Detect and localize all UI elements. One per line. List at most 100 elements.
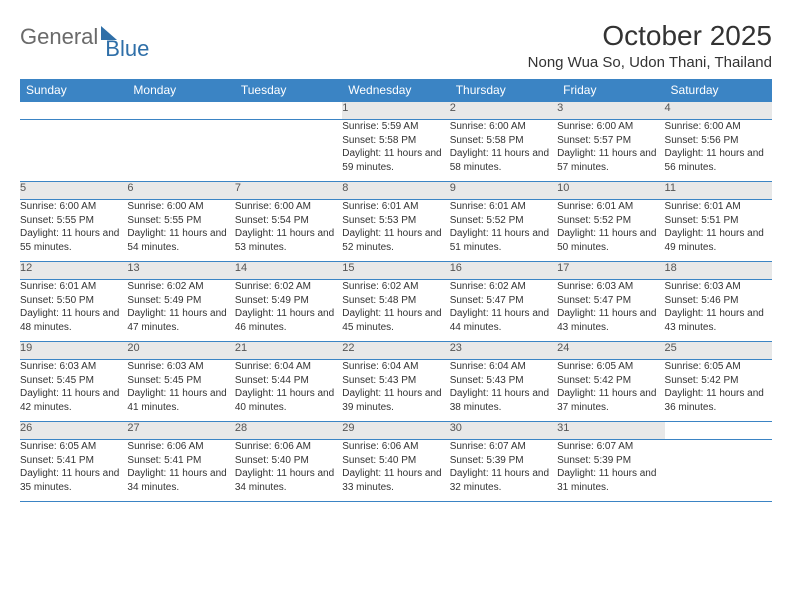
daylight-line: Daylight: 11 hours and 33 minutes. [342,467,449,494]
day-number-cell: 7 [235,182,342,200]
day-detail-cell: Sunrise: 6:01 AMSunset: 5:50 PMDaylight:… [20,280,127,342]
day-detail-cell: Sunrise: 6:06 AMSunset: 5:41 PMDaylight:… [127,440,234,502]
logo-text-general: General [20,24,98,50]
day-detail-row: Sunrise: 6:01 AMSunset: 5:50 PMDaylight:… [20,280,772,342]
sunset-line: Sunset: 5:47 PM [557,294,664,308]
day-number-cell: 8 [342,182,449,200]
day-detail-cell [20,120,127,182]
day-detail-cell: Sunrise: 6:04 AMSunset: 5:44 PMDaylight:… [235,360,342,422]
day-detail-cell [235,120,342,182]
sunset-line: Sunset: 5:51 PM [665,214,772,228]
sunrise-line: Sunrise: 6:02 AM [127,280,234,294]
day-number-row: 12131415161718 [20,262,772,280]
weekday-header-row: SundayMondayTuesdayWednesdayThursdayFrid… [20,79,772,102]
sunrise-line: Sunrise: 6:00 AM [20,200,127,214]
daylight-line: Daylight: 11 hours and 43 minutes. [557,307,664,334]
sunset-line: Sunset: 5:57 PM [557,134,664,148]
day-number-row: 567891011 [20,182,772,200]
daylight-line: Daylight: 11 hours and 34 minutes. [127,467,234,494]
sunrise-line: Sunrise: 6:04 AM [450,360,557,374]
day-number-row: 262728293031 [20,422,772,440]
weekday-header: Saturday [665,79,772,102]
sunset-line: Sunset: 5:47 PM [450,294,557,308]
day-number-cell [665,422,772,440]
day-detail-cell: Sunrise: 6:06 AMSunset: 5:40 PMDaylight:… [235,440,342,502]
day-number-cell: 28 [235,422,342,440]
weekday-header: Thursday [450,79,557,102]
day-number-cell: 26 [20,422,127,440]
weekday-header: Monday [127,79,234,102]
weekday-header: Sunday [20,79,127,102]
day-number-cell: 3 [557,102,664,120]
day-number-cell: 16 [450,262,557,280]
sunrise-line: Sunrise: 6:02 AM [450,280,557,294]
day-detail-cell: Sunrise: 6:01 AMSunset: 5:53 PMDaylight:… [342,200,449,262]
day-detail-cell: Sunrise: 6:03 AMSunset: 5:46 PMDaylight:… [665,280,772,342]
daylight-line: Daylight: 11 hours and 52 minutes. [342,227,449,254]
day-number-cell: 30 [450,422,557,440]
day-number-cell: 18 [665,262,772,280]
sunrise-line: Sunrise: 6:07 AM [557,440,664,454]
sunset-line: Sunset: 5:46 PM [665,294,772,308]
day-number-cell: 1 [342,102,449,120]
day-number-cell: 19 [20,342,127,360]
daylight-line: Daylight: 11 hours and 45 minutes. [342,307,449,334]
day-number-cell: 25 [665,342,772,360]
daylight-line: Daylight: 11 hours and 43 minutes. [665,307,772,334]
sunrise-line: Sunrise: 6:06 AM [127,440,234,454]
day-detail-cell: Sunrise: 6:01 AMSunset: 5:52 PMDaylight:… [557,200,664,262]
daylight-line: Daylight: 11 hours and 46 minutes. [235,307,342,334]
sunset-line: Sunset: 5:43 PM [342,374,449,388]
day-detail-cell: Sunrise: 6:01 AMSunset: 5:51 PMDaylight:… [665,200,772,262]
sunrise-line: Sunrise: 6:01 AM [450,200,557,214]
day-detail-cell: Sunrise: 6:00 AMSunset: 5:56 PMDaylight:… [665,120,772,182]
day-detail-cell: Sunrise: 6:00 AMSunset: 5:54 PMDaylight:… [235,200,342,262]
day-detail-row: Sunrise: 6:05 AMSunset: 5:41 PMDaylight:… [20,440,772,502]
day-detail-cell: Sunrise: 6:05 AMSunset: 5:41 PMDaylight:… [20,440,127,502]
daylight-line: Daylight: 11 hours and 51 minutes. [450,227,557,254]
day-number-cell: 23 [450,342,557,360]
sunset-line: Sunset: 5:52 PM [557,214,664,228]
day-detail-cell [665,440,772,502]
day-detail-cell: Sunrise: 5:59 AMSunset: 5:58 PMDaylight:… [342,120,449,182]
day-detail-cell: Sunrise: 6:00 AMSunset: 5:57 PMDaylight:… [557,120,664,182]
sunrise-line: Sunrise: 6:07 AM [450,440,557,454]
weekday-header: Friday [557,79,664,102]
month-title: October 2025 [528,20,772,52]
sunset-line: Sunset: 5:45 PM [20,374,127,388]
day-number-cell: 21 [235,342,342,360]
daylight-line: Daylight: 11 hours and 37 minutes. [557,387,664,414]
logo-text-blue: Blue [105,36,149,62]
day-number-cell [235,102,342,120]
sunset-line: Sunset: 5:41 PM [127,454,234,468]
sunset-line: Sunset: 5:43 PM [450,374,557,388]
sunset-line: Sunset: 5:49 PM [235,294,342,308]
sunrise-line: Sunrise: 6:06 AM [235,440,342,454]
sunrise-line: Sunrise: 6:00 AM [450,120,557,134]
day-number-cell: 31 [557,422,664,440]
sunrise-line: Sunrise: 6:05 AM [557,360,664,374]
sunset-line: Sunset: 5:53 PM [342,214,449,228]
daylight-line: Daylight: 11 hours and 42 minutes. [20,387,127,414]
sunrise-line: Sunrise: 6:01 AM [20,280,127,294]
sunset-line: Sunset: 5:49 PM [127,294,234,308]
day-number-cell: 9 [450,182,557,200]
daylight-line: Daylight: 11 hours and 38 minutes. [450,387,557,414]
sunset-line: Sunset: 5:42 PM [665,374,772,388]
sunset-line: Sunset: 5:39 PM [557,454,664,468]
day-detail-cell: Sunrise: 6:02 AMSunset: 5:49 PMDaylight:… [235,280,342,342]
daylight-line: Daylight: 11 hours and 55 minutes. [20,227,127,254]
daylight-line: Daylight: 11 hours and 39 minutes. [342,387,449,414]
day-detail-cell: Sunrise: 6:02 AMSunset: 5:48 PMDaylight:… [342,280,449,342]
sunset-line: Sunset: 5:45 PM [127,374,234,388]
sunset-line: Sunset: 5:56 PM [665,134,772,148]
sunrise-line: Sunrise: 6:00 AM [557,120,664,134]
day-detail-cell: Sunrise: 6:04 AMSunset: 5:43 PMDaylight:… [342,360,449,422]
day-number-cell: 20 [127,342,234,360]
sunrise-line: Sunrise: 6:05 AM [20,440,127,454]
daylight-line: Daylight: 11 hours and 50 minutes. [557,227,664,254]
header: General Blue October 2025 Nong Wua So, U… [20,20,772,71]
day-number-cell: 13 [127,262,234,280]
day-detail-cell: Sunrise: 6:00 AMSunset: 5:58 PMDaylight:… [450,120,557,182]
sunrise-line: Sunrise: 6:04 AM [235,360,342,374]
